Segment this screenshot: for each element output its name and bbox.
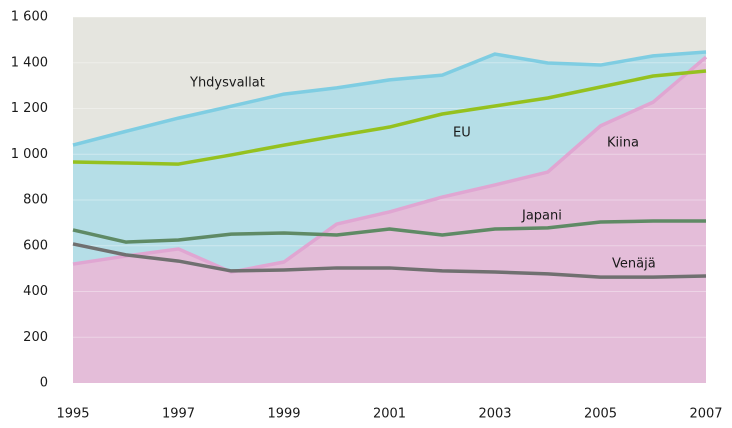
x-tick-label: 1999 <box>267 407 300 422</box>
series-line <box>72 50 707 147</box>
series-line <box>72 55 708 274</box>
series-label: Yhdysvallat <box>189 76 265 91</box>
series-line <box>72 242 707 279</box>
y-tick-label: 200 <box>23 330 48 345</box>
area <box>73 57 706 383</box>
x-tick-label: 2005 <box>584 407 617 422</box>
y-tick-label: 1 600 <box>11 10 48 25</box>
y-tick-label: 1 200 <box>11 101 48 116</box>
y-tick-label: 1 400 <box>11 55 48 70</box>
series-label: Kiina <box>607 136 639 151</box>
series-line <box>72 69 707 166</box>
x-tick-label: 1997 <box>162 407 195 422</box>
x-tick-label: 2003 <box>478 407 511 422</box>
series-label: Japani <box>521 209 562 224</box>
series-label: EU <box>453 126 471 141</box>
y-tick-label: 800 <box>23 193 48 208</box>
y-tick-label: 1 000 <box>11 147 48 162</box>
x-tick-label: 2007 <box>689 407 722 422</box>
y-tick-label: 0 <box>40 376 48 391</box>
series-line <box>72 219 706 244</box>
y-tick-label: 600 <box>23 238 48 253</box>
series-label: Venäjä <box>612 257 656 272</box>
x-tick-label: 2001 <box>373 407 406 422</box>
x-tick-label: 1995 <box>56 407 89 422</box>
y-tick-label: 400 <box>23 284 48 299</box>
